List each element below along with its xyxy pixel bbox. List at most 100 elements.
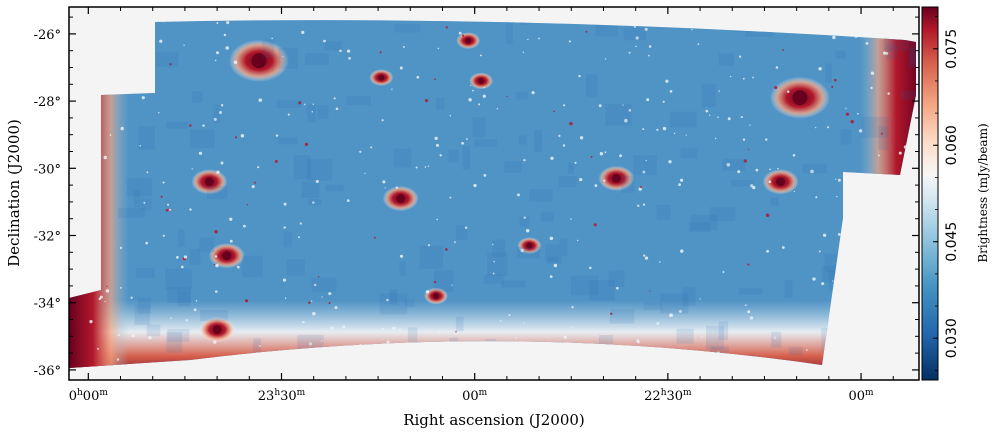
point-source <box>832 280 834 282</box>
noise-patch <box>558 176 577 188</box>
point-source <box>755 168 759 172</box>
point-source <box>214 59 217 62</box>
point-source <box>726 163 731 167</box>
point-source <box>216 51 219 55</box>
point-source <box>299 222 302 225</box>
point-source <box>538 37 540 40</box>
point-source <box>646 98 650 102</box>
x-tick-label: 22h30m <box>644 388 692 404</box>
point-source <box>258 98 263 102</box>
noise-patch <box>283 231 292 248</box>
point-source <box>877 154 880 157</box>
noise-patch <box>455 316 464 332</box>
point-source <box>202 124 205 127</box>
point-source <box>768 180 772 184</box>
source-core <box>251 53 267 69</box>
point-source <box>364 172 366 175</box>
point-source <box>837 178 841 182</box>
point-source <box>162 234 165 237</box>
point-source <box>648 54 650 57</box>
point-source <box>782 49 784 51</box>
point-source <box>644 27 648 31</box>
point-source <box>642 128 645 131</box>
noise-patch <box>802 163 827 174</box>
point-source <box>198 151 203 155</box>
point-source <box>321 296 323 298</box>
point-source <box>685 134 687 136</box>
colorbar-tick-label: 0.075 <box>944 29 960 69</box>
noise-patch <box>118 208 145 218</box>
noise-patch <box>910 41 916 64</box>
noise-patch <box>710 346 729 353</box>
point-source <box>176 256 179 259</box>
point-source <box>742 138 746 141</box>
noise-patch <box>213 104 221 123</box>
point-source <box>818 250 821 253</box>
point-source <box>104 300 106 303</box>
source-core <box>792 90 808 106</box>
point-source <box>558 134 561 138</box>
point-sources <box>70 20 916 398</box>
noise-patch <box>770 197 779 206</box>
point-source <box>283 226 286 229</box>
noise-patch <box>519 216 530 227</box>
noise-patch <box>165 268 192 290</box>
point-source <box>880 132 883 135</box>
point-source <box>392 326 396 331</box>
point-source <box>373 236 376 239</box>
noise-patch <box>656 204 671 220</box>
point-source <box>506 95 508 98</box>
noise-patch <box>689 222 711 232</box>
point-source <box>328 302 331 304</box>
source-core <box>204 177 214 187</box>
point-source <box>334 306 338 310</box>
noise-patch <box>717 378 739 398</box>
point-source <box>347 49 351 53</box>
noise-patch <box>156 52 179 67</box>
noise-patch <box>540 212 554 222</box>
point-source <box>739 55 742 58</box>
point-source <box>283 202 287 206</box>
point-source <box>379 51 382 54</box>
point-source <box>304 142 309 147</box>
point-source <box>526 229 530 233</box>
point-source <box>297 236 300 239</box>
point-source <box>478 103 481 106</box>
point-source <box>649 290 651 292</box>
point-source <box>579 177 583 182</box>
noise-patch <box>821 327 829 352</box>
point-source <box>662 126 667 131</box>
point-source <box>119 246 123 250</box>
point-source <box>517 193 520 197</box>
point-source <box>189 124 192 127</box>
point-source <box>523 216 527 219</box>
point-source <box>499 320 502 322</box>
point-source <box>462 34 465 37</box>
point-source <box>665 79 669 83</box>
point-source <box>470 84 472 87</box>
point-source <box>117 334 120 336</box>
point-source <box>574 161 577 164</box>
point-source <box>284 297 287 299</box>
point-source <box>89 319 93 324</box>
point-source <box>145 241 148 245</box>
point-source <box>773 336 777 340</box>
noise-patch <box>323 41 342 51</box>
point-source <box>214 229 218 234</box>
point-source <box>697 43 700 46</box>
point-source <box>167 203 170 206</box>
point-source <box>764 138 768 141</box>
point-source <box>508 314 511 317</box>
point-source <box>359 150 362 153</box>
point-source <box>637 340 640 344</box>
point-source <box>185 319 188 322</box>
colorbar <box>921 6 939 381</box>
noise-patch <box>307 104 316 123</box>
point-source <box>774 85 778 90</box>
noise-patch <box>136 268 155 278</box>
noise-patch <box>317 105 329 119</box>
point-source <box>818 67 822 71</box>
point-source <box>656 128 659 131</box>
point-source <box>622 104 624 106</box>
noise-patch <box>137 298 152 314</box>
